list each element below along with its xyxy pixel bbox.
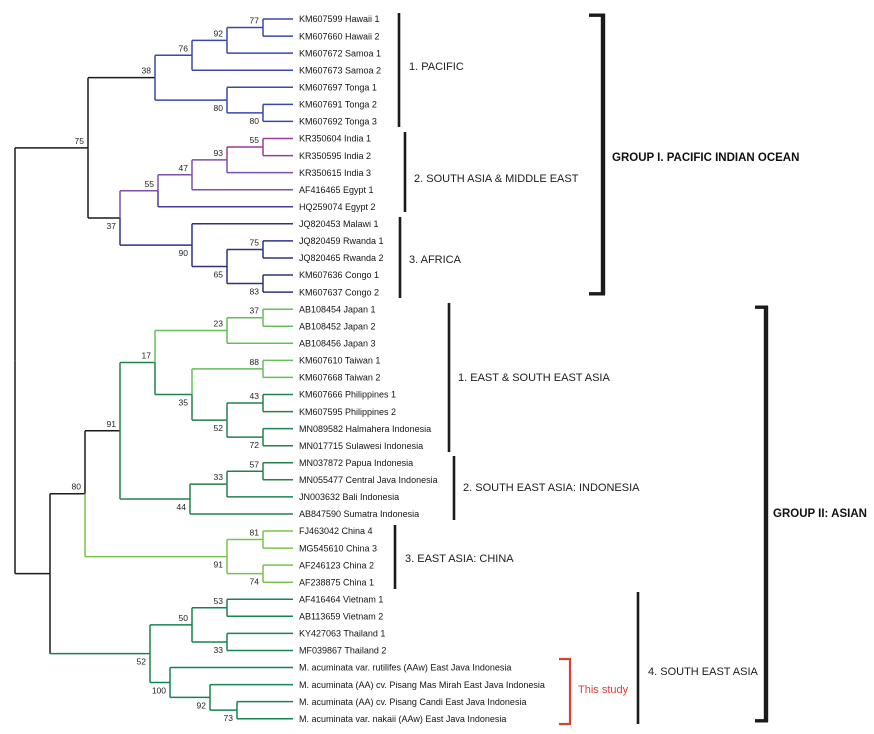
bootstrap-value: 55 [250,135,260,145]
bootstrap-value: 80 [214,103,224,113]
clade-label: 4. SOUTH EAST ASIA [648,666,758,678]
taxon-label: MN037872 Papua Indonesia [299,458,413,468]
taxon-label: AB108452 Japan 2 [299,321,376,331]
taxon-label: JQ820465 Rwanda 2 [299,253,384,263]
bootstrap-value: 76 [179,43,189,53]
bootstrap-value: 53 [214,596,224,606]
clade-label: 2. SOUTH EAST ASIA: INDONESIA [463,482,640,494]
taxon-label: MN017715 Sulawesi Indonesia [299,441,423,451]
bootstrap-labels: 75 38 76 92 77 80 80 37 55 47 93 55 90 65 75 83 80 91 17 23… [72,16,260,724]
taxon-label: KR350604 India 1 [299,134,371,144]
bootstrap-value: 92 [197,700,207,710]
taxon-label: KM607636 Congo 1 [299,270,379,280]
bootstrap-value: 91 [214,560,224,570]
taxon-label: AF238875 China 1 [299,577,374,587]
taxon-label: AF416465 Egypt 1 [299,185,374,195]
clade-label: 2. SOUTH ASIA & MIDDLE EAST [414,173,579,185]
bootstrap-value: 52 [137,657,147,667]
taxon-label: KR350615 India 3 [299,168,371,178]
clade-bars: 1. PACIFIC 2. SOUTH ASIA & MIDDLE EAST 3. … [393,13,758,724]
taxon-label: AB847590 Sumatra Indonesia [299,509,419,519]
bootstrap-value: 47 [179,163,189,173]
taxon-label: KM607692 Tonga 3 [299,117,377,127]
bootstrap-value: 83 [250,287,260,297]
taxon-label: JQ820453 Malawi 1 [299,219,379,229]
bootstrap-value: 74 [250,577,260,587]
taxon-label: M. acuminata var. nakaii (AAw) East Java… [299,714,506,724]
taxon-label: HQ259074 Egypt 2 [299,202,376,212]
group-label: GROUP I. PACIFIC INDIAN OCEAN [612,152,799,164]
tree-branches [14,18,293,720]
bootstrap-value: 44 [177,502,187,512]
bootstrap-value: 52 [214,423,224,433]
taxon-label: MF039867 Thailand 2 [299,646,386,656]
bootstrap-value: 88 [250,357,260,367]
bootstrap-value: 50 [179,613,189,623]
bootstrap-value: 37 [107,221,117,231]
taxon-label: KM607668 Taiwan 2 [299,373,380,383]
taxon-label: KM607691 Tonga 2 [299,100,377,110]
bootstrap-value: 23 [214,319,224,329]
taxon-label: KM607672 Samoa 1 [299,48,381,58]
taxon-label: AF246123 China 2 [299,560,374,570]
clade-label: 1. EAST & SOUTH EAST ASIA [458,372,610,384]
bootstrap-value: 35 [179,398,189,408]
bootstrap-value: 90 [179,248,189,258]
bootstrap-value: 100 [152,685,166,695]
bootstrap-value: 38 [142,66,152,76]
taxon-label: JQ820459 Rwanda 1 [299,236,384,246]
group-label: GROUP II: ASIAN [773,508,867,520]
bootstrap-value: 80 [72,482,82,492]
taxon-label: KM607666 Philippines 1 [299,390,396,400]
clade-label: 1. PACIFIC [409,61,464,73]
taxon-label: KM607660 Hawaii 2 [299,31,380,41]
bootstrap-value: 37 [250,306,260,316]
bootstrap-value: 80 [250,116,260,126]
bootstrap-value: 91 [107,419,117,429]
bootstrap-value: 65 [214,270,224,280]
taxon-label: KM607599 Hawaii 1 [299,14,380,24]
bootstrap-value: 93 [214,148,224,158]
bootstrap-value: 17 [142,351,152,361]
taxon-label: KM607610 Taiwan 1 [299,356,380,366]
bootstrap-value: 81 [250,528,260,538]
taxon-label: AB108456 Japan 3 [299,339,376,349]
taxon-label: M. acuminata var. rutilifes (AAw) East J… [299,663,511,673]
taxon-label: MN089582 Halmahera Indonesia [299,424,431,434]
bootstrap-value: 73 [224,713,234,723]
clade-label: 3. EAST ASIA: CHINA [405,553,514,565]
bootstrap-value: 75 [250,237,260,247]
taxon-label: M. acuminata (AA) cv. Pisang Mas Mirah E… [299,680,545,690]
bootstrap-value: 33 [214,645,224,655]
taxon-labels: KM607599 Hawaii 1 KM607660 Hawaii 2 KM6076… [299,14,545,724]
study-label: This study [578,684,629,696]
taxon-label: MN055477 Central Java Indonesia [299,475,438,485]
taxon-label: M. acuminata (AA) cv. Pisang Candi East … [299,697,526,707]
taxon-label: KM607595 Philippines 2 [299,407,396,417]
bootstrap-value: 33 [214,472,224,482]
bootstrap-value: 72 [250,440,260,450]
bootstrap-value: 92 [214,28,224,38]
bootstrap-value: 75 [75,136,85,146]
taxon-label: KM607637 Congo 2 [299,287,379,297]
bootstrap-value: 77 [250,16,260,26]
taxon-label: JN003632 Bali Indonesia [299,492,399,502]
clade-label: 3. AFRICA [409,254,462,266]
taxon-label: FJ463042 China 4 [299,526,373,536]
taxon-label: KM607673 Samoa 2 [299,65,381,75]
bootstrap-value: 55 [145,179,155,189]
taxon-label: AB108454 Japan 1 [299,304,376,314]
bootstrap-value: 57 [250,459,260,469]
taxon-label: KY427063 Thailand 1 [299,629,385,639]
group-brackets: GROUP I. PACIFIC INDIAN OCEAN GROUP II: A… [589,13,867,723]
taxon-label: KM607697 Tonga 1 [299,83,377,93]
taxon-label: KR350595 India 2 [299,151,371,161]
taxon-label: MG545610 China 3 [299,543,377,553]
taxon-label: AF416464 Vietnam 1 [299,595,383,605]
this-study-bracket: This study [559,657,629,726]
bootstrap-value: 43 [250,391,260,401]
taxon-label: AB113659 Vietnam 2 [299,612,383,622]
